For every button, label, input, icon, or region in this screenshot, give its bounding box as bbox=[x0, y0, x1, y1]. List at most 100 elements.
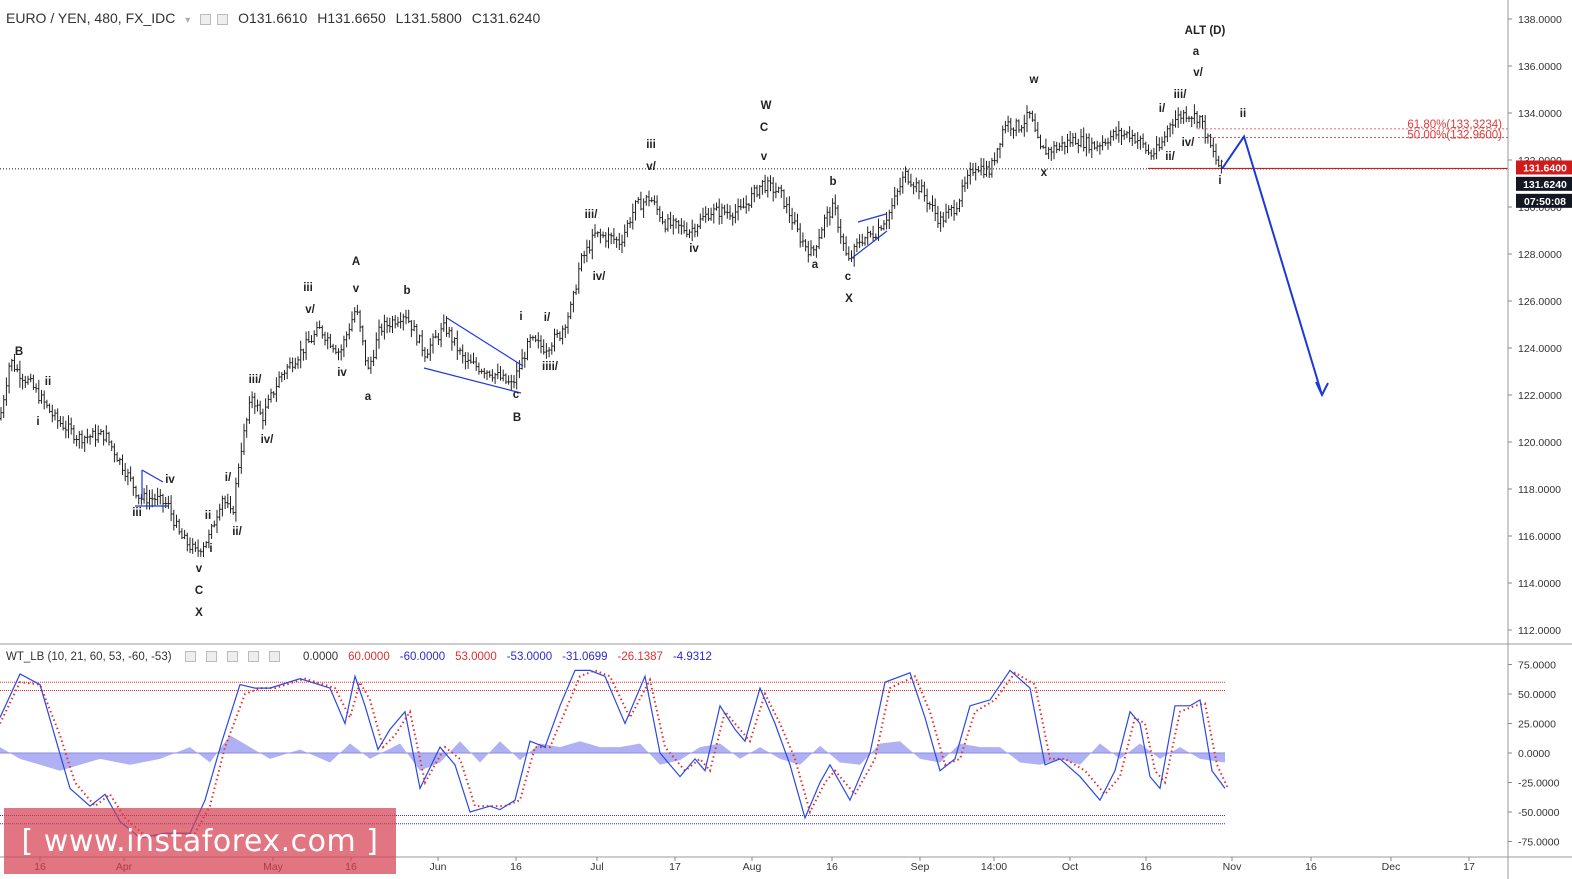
ohlc-bar bbox=[207, 529, 211, 549]
ohlc-bar bbox=[115, 452, 119, 462]
ohlc-bar bbox=[696, 223, 699, 237]
visibility-toggle-icon[interactable] bbox=[200, 13, 212, 25]
plus-icon[interactable] bbox=[247, 651, 259, 663]
time-tick-label: Dec bbox=[1382, 861, 1401, 873]
indicator-tick-label: -75.0000 bbox=[1518, 837, 1560, 849]
ohlc-bar bbox=[1171, 118, 1175, 135]
ohlc-bar bbox=[1133, 132, 1137, 145]
ohlc-bar bbox=[523, 351, 527, 368]
ohlc-bar bbox=[231, 505, 235, 515]
ohlc-bar bbox=[661, 211, 664, 225]
ohlc-bar bbox=[1014, 118, 1018, 137]
ohlc-bar bbox=[663, 219, 667, 233]
wave-label: c bbox=[845, 271, 852, 283]
wave-label: iiii/ bbox=[542, 361, 559, 373]
ohlc-bar bbox=[574, 284, 578, 295]
projection-arrow-line bbox=[1221, 134, 1323, 396]
ohlc-bar bbox=[5, 377, 8, 406]
ohlc-bar bbox=[653, 195, 656, 206]
more-icon[interactable] bbox=[268, 651, 280, 663]
ohlc-bar bbox=[269, 388, 273, 403]
ohlc-bar bbox=[1136, 131, 1139, 149]
time-tick-label: 16 bbox=[826, 861, 838, 873]
wave-label: iv/ bbox=[1182, 137, 1196, 149]
ohlc-bar bbox=[820, 226, 824, 239]
ohlc-bar bbox=[331, 343, 335, 353]
ohlc-bar bbox=[469, 354, 473, 364]
ohlc-bar bbox=[925, 188, 929, 213]
ohlc-bar bbox=[350, 311, 354, 332]
wave-label: b bbox=[829, 176, 836, 188]
wave-label: A bbox=[352, 256, 360, 268]
wave-label: ALT (D) bbox=[1185, 25, 1226, 37]
indicator-value: -53.0000 bbox=[506, 651, 553, 663]
ohlc-bar bbox=[609, 232, 613, 245]
ohlc-bar bbox=[912, 182, 915, 195]
ohlc-bar bbox=[531, 335, 535, 341]
ohlc-bar bbox=[496, 363, 500, 380]
ohlc-bar bbox=[366, 357, 370, 370]
ohlc-bar bbox=[13, 353, 16, 372]
settings-icon[interactable] bbox=[217, 13, 229, 25]
ohlc-bar bbox=[998, 142, 1002, 159]
ohlc-bar bbox=[920, 179, 923, 193]
ohlc-bar bbox=[312, 330, 316, 346]
ohlc-bar bbox=[1112, 129, 1115, 141]
ohlc-bar bbox=[666, 214, 670, 232]
symbol-title[interactable]: EURO / YEN, 480, FX_IDC bbox=[6, 10, 176, 26]
ohlc-bar bbox=[1087, 133, 1091, 154]
ohlc-bar bbox=[10, 358, 14, 372]
ohlc-bar bbox=[199, 548, 203, 557]
ohlc-bar bbox=[987, 161, 991, 179]
ohlc-bar bbox=[982, 158, 986, 179]
ohlc-bar bbox=[501, 369, 505, 382]
settings-icon[interactable] bbox=[205, 651, 217, 663]
ohlc-bar bbox=[936, 205, 940, 228]
ohlc-bar bbox=[1114, 126, 1118, 140]
ohlc-bar bbox=[431, 333, 435, 354]
ohlc-bar bbox=[815, 245, 818, 258]
ohlc-bar bbox=[277, 371, 281, 389]
price-tick-label: 114.0000 bbox=[1518, 578, 1561, 590]
ohlc-bar bbox=[393, 315, 397, 329]
ohlc-bar bbox=[534, 335, 537, 343]
ohlc-bar bbox=[1109, 130, 1112, 146]
ohlc-bar bbox=[1060, 135, 1064, 152]
ohlc-bar bbox=[180, 528, 184, 539]
ohlc-bar bbox=[723, 204, 726, 216]
ohlc-bar bbox=[971, 163, 975, 176]
ohlc-bar bbox=[804, 239, 807, 252]
ohlc-bar bbox=[955, 202, 959, 216]
ohlc-bar bbox=[555, 329, 559, 338]
ohlc-bar bbox=[410, 320, 413, 338]
remove-icon[interactable] bbox=[226, 651, 238, 663]
indicator-tick-label: 0.0000 bbox=[1518, 748, 1550, 760]
ohlc-bar bbox=[842, 233, 845, 251]
wave-channel-line bbox=[141, 469, 164, 483]
ohlc-bar bbox=[569, 301, 572, 320]
ohlc-bar bbox=[782, 189, 786, 210]
ohlc-bar bbox=[345, 331, 348, 348]
ohlc-bar bbox=[245, 417, 248, 438]
ohlc-bar bbox=[939, 211, 942, 232]
ohlc-bar bbox=[1144, 141, 1148, 154]
ohlc-bar bbox=[1176, 107, 1180, 128]
ohlc-bar bbox=[32, 374, 35, 390]
time-tick-label: Sep bbox=[911, 861, 930, 873]
indicator-title[interactable]: WT_LB (10, 21, 60, 53, -60, -53) bbox=[6, 651, 172, 663]
ohlc-bar bbox=[769, 175, 772, 192]
ohlc-bar bbox=[437, 333, 440, 346]
ohlc-bar bbox=[1025, 105, 1029, 133]
ohlc-bar bbox=[291, 357, 294, 373]
ohlc-bar bbox=[1079, 128, 1083, 148]
indicator-value: -60.0000 bbox=[399, 651, 446, 663]
chevron-down-icon[interactable]: ▾ bbox=[185, 15, 191, 26]
ohlc-bar bbox=[869, 230, 872, 238]
ohlc-bar bbox=[423, 347, 427, 363]
ohlc-bar bbox=[658, 206, 662, 222]
time-tick-label: 17 bbox=[669, 861, 681, 873]
ohlc-bar bbox=[836, 204, 840, 233]
ohlc-bar bbox=[402, 313, 405, 331]
eye-icon[interactable] bbox=[184, 651, 196, 663]
